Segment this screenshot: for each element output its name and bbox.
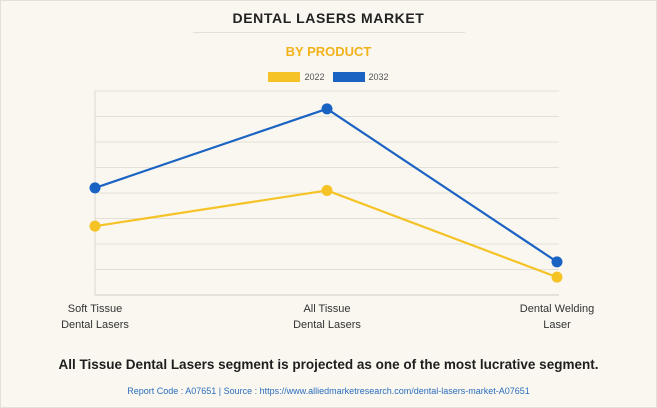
legend-item-2022: 2022 (268, 72, 325, 82)
source-citation: Report Code : A07651 | Source : https://… (127, 386, 530, 396)
chart-subtitle: BY PRODUCT (285, 44, 372, 59)
legend: 2022 2032 (0, 72, 657, 82)
legend-item-2032: 2032 (332, 72, 389, 82)
data-point-2022-2 (551, 271, 563, 283)
x-tick-label-2: Dental Welding Laser (520, 303, 594, 331)
legend-label-2032: 2032 (368, 72, 389, 82)
chart-footnote: All Tissue Dental Lasers segment is proj… (58, 357, 599, 372)
data-point-2032-2 (551, 256, 563, 268)
title-divider (193, 32, 465, 33)
x-tick-label-1: All Tissue Dental Lasers (293, 303, 361, 331)
data-point-2022-1 (321, 184, 333, 196)
data-point-2032-0 (89, 182, 101, 194)
legend-swatch-2022 (268, 72, 301, 82)
legend-swatch-2032 (332, 72, 365, 82)
series-line-2022 (94, 189, 558, 279)
data-point-2022-0 (89, 220, 101, 232)
x-tick-label-0: Soft Tissue Dental Lasers (61, 303, 129, 331)
chart-title: DENTAL LASERS MARKET (232, 10, 425, 26)
data-point-2032-1 (321, 103, 333, 115)
legend-label-2022: 2022 (304, 72, 325, 82)
